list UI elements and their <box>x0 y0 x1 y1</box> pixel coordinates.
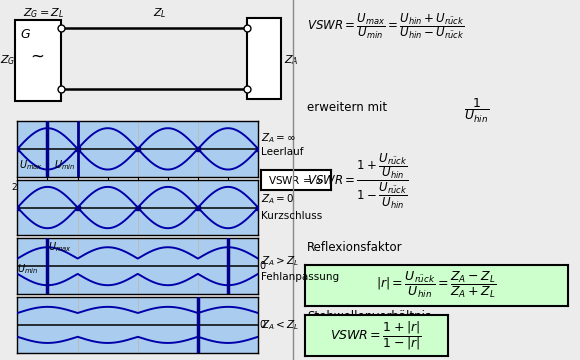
Text: $U_{max}$: $U_{max}$ <box>48 240 72 254</box>
Text: $Z_A < Z_L$: $Z_A < Z_L$ <box>261 318 299 332</box>
Text: $|r| = \dfrac{U_{r\ddot{u}ck}}{U_{hin}} = \dfrac{Z_A - Z_L}{Z_A + Z_L}$: $|r| = \dfrac{U_{r\ddot{u}ck}}{U_{hin}} … <box>376 270 496 300</box>
Text: $Z_A = 0$: $Z_A = 0$ <box>261 192 294 206</box>
Text: G: G <box>20 28 30 41</box>
Bar <box>14 20 61 101</box>
Text: $Z_G$: $Z_G$ <box>0 54 16 67</box>
Text: $\dfrac{1}{U_{hin}}$: $\dfrac{1}{U_{hin}}$ <box>464 97 489 125</box>
Text: $Z_A = \infty$: $Z_A = \infty$ <box>261 131 296 145</box>
Text: $VSWR = \dfrac{1 + |r|}{1 - |r|}$: $VSWR = \dfrac{1 + |r|}{1 - |r|}$ <box>330 319 422 352</box>
Text: 0: 0 <box>259 261 266 271</box>
Text: $U_{min}$: $U_{min}$ <box>17 262 39 276</box>
Text: Kurzschluss: Kurzschluss <box>261 211 322 221</box>
Text: Stehwellenverhältnis: Stehwellenverhältnis <box>307 310 431 323</box>
Text: $VSWR = \dfrac{1 + \dfrac{U_{r\ddot{u}ck}}{U_{hin}}}{1 - \dfrac{U_{r\ddot{u}ck}}: $VSWR = \dfrac{1 + \dfrac{U_{r\ddot{u}ck… <box>307 151 409 211</box>
Text: erweitern mit: erweitern mit <box>307 101 387 114</box>
Text: $Z_G = Z_L$: $Z_G = Z_L$ <box>23 6 64 20</box>
Text: VSWR = $\infty$: VSWR = $\infty$ <box>268 174 324 186</box>
Text: $Z_L$: $Z_L$ <box>153 6 166 20</box>
Text: ~: ~ <box>31 48 45 66</box>
Text: $Z_A > Z_L$: $Z_A > Z_L$ <box>261 254 299 267</box>
Text: $VSWR = \dfrac{U_{max}}{U_{min}} = \dfrac{U_{hin} + U_{r\ddot{u}ck}}{U_{hin} - U: $VSWR = \dfrac{U_{max}}{U_{min}} = \dfra… <box>307 11 465 41</box>
Text: 0: 0 <box>259 320 266 330</box>
Text: $Z_A$: $Z_A$ <box>284 54 299 67</box>
Text: $U_{max}$: $U_{max}$ <box>19 159 43 172</box>
Text: $U_{min}$: $U_{min}$ <box>54 159 75 172</box>
Text: Fehlanpassung: Fehlanpassung <box>261 273 339 282</box>
Text: Reflexionsfaktor: Reflexionsfaktor <box>307 241 403 254</box>
Text: Leerlauf: Leerlauf <box>261 147 303 157</box>
Bar <box>246 18 281 99</box>
